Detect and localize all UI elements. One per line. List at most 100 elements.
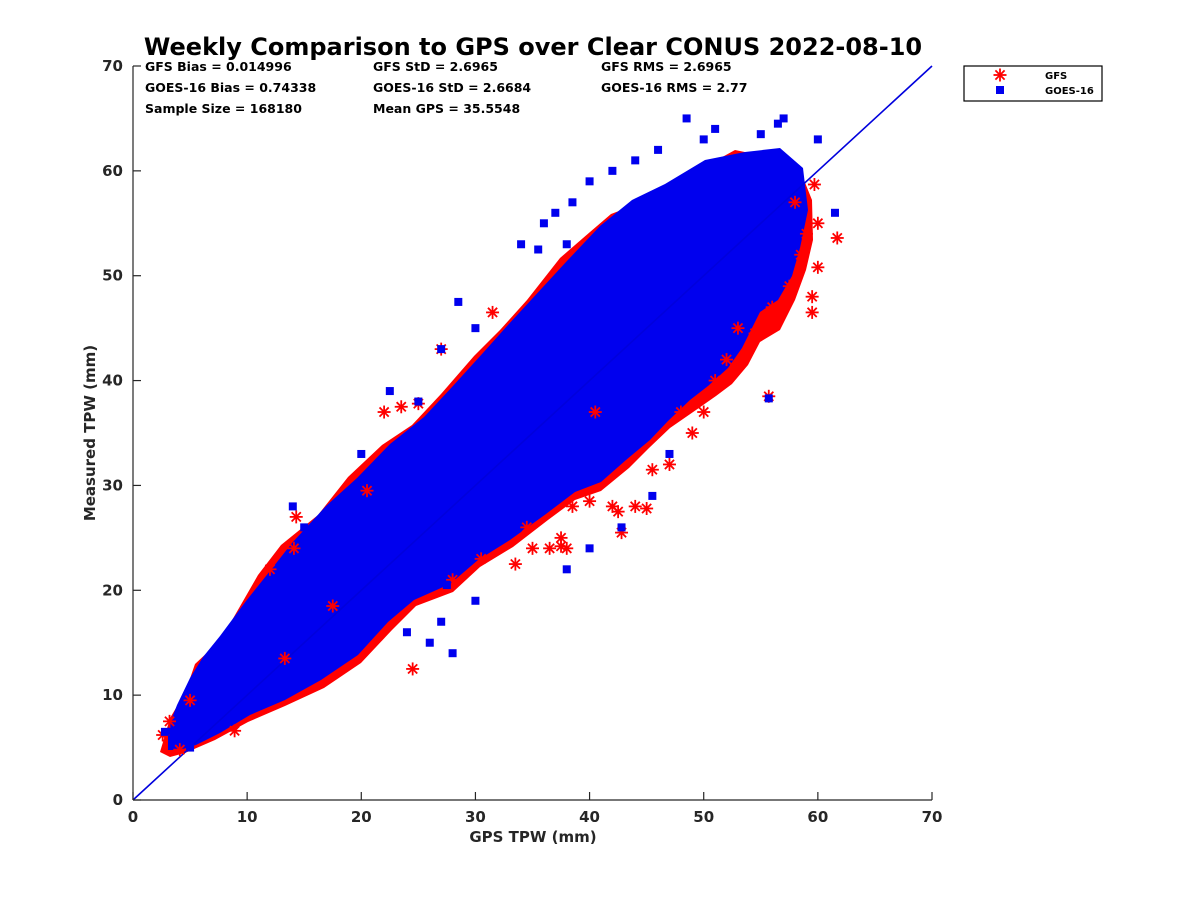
goes-point bbox=[699, 135, 708, 144]
gfs-point bbox=[377, 405, 391, 419]
gfs-point bbox=[805, 305, 819, 319]
gfs-point bbox=[697, 405, 711, 419]
gfs-point bbox=[611, 505, 625, 519]
gfs-point bbox=[486, 305, 500, 319]
gfs-point bbox=[474, 552, 488, 566]
x-tick-label: 50 bbox=[693, 808, 714, 826]
gfs-point bbox=[588, 405, 602, 419]
goes-point bbox=[665, 449, 674, 458]
gfs-point bbox=[406, 662, 420, 676]
one-to-one-reference-line bbox=[132, 65, 933, 801]
gfs-point bbox=[805, 290, 819, 304]
stats-annotation: GFS Bias = 0.014996 GFS StD = 2.6965 GFS… bbox=[145, 59, 747, 116]
gfs-point bbox=[811, 216, 825, 230]
x-tick-label: 10 bbox=[237, 808, 258, 826]
axes bbox=[132, 66, 932, 801]
gfs-point bbox=[326, 599, 340, 613]
x-tick-label: 20 bbox=[351, 808, 372, 826]
goes-point bbox=[764, 394, 773, 403]
legend-gfs-label: GFS bbox=[1045, 71, 1067, 82]
goes-point bbox=[711, 124, 720, 133]
goes-point bbox=[585, 544, 594, 553]
gfs-point bbox=[662, 457, 676, 471]
x-tick-label: 30 bbox=[465, 808, 486, 826]
gfs-point bbox=[674, 405, 688, 419]
goes-point bbox=[385, 387, 394, 396]
gfs-point bbox=[748, 326, 762, 340]
goes-point bbox=[534, 245, 543, 254]
gfs-point bbox=[811, 260, 825, 274]
gfs-point bbox=[765, 300, 779, 314]
gfs-point bbox=[263, 562, 277, 576]
stat-goes-rms: GOES-16 RMS = 2.77 bbox=[601, 80, 747, 95]
gfs-point bbox=[163, 714, 177, 728]
y-tick-label: 20 bbox=[102, 581, 123, 599]
goes-point bbox=[773, 119, 782, 128]
goes-point bbox=[617, 523, 626, 532]
y-tick-label: 70 bbox=[102, 57, 123, 75]
gfs-point bbox=[287, 541, 301, 555]
stat-mean-gps: Mean GPS = 35.5548 bbox=[373, 101, 520, 116]
gfs-point bbox=[520, 520, 534, 534]
gfs-point bbox=[731, 321, 745, 335]
legend-box bbox=[963, 65, 1103, 102]
goes-point bbox=[756, 130, 765, 139]
stat-gfs-bias: GFS Bias = 0.014996 bbox=[145, 59, 292, 74]
goes-point bbox=[357, 449, 366, 458]
gfs-point bbox=[560, 541, 574, 555]
gfs-point bbox=[565, 499, 579, 513]
goes-point bbox=[442, 581, 451, 590]
x-tick-label: 40 bbox=[579, 808, 600, 826]
gfs-point bbox=[554, 531, 568, 545]
gfs-point bbox=[173, 743, 187, 757]
y-axis-label: Measured TPW (mm) bbox=[81, 345, 99, 521]
gfs-point bbox=[360, 484, 374, 498]
gfs-point bbox=[645, 463, 659, 477]
x-tick-label: 0 bbox=[128, 808, 138, 826]
goes-point bbox=[265, 586, 274, 595]
x-axis-label: GPS TPW (mm) bbox=[469, 828, 596, 846]
gfs-point bbox=[526, 541, 539, 555]
goes-point bbox=[494, 366, 503, 375]
goes-point bbox=[391, 449, 400, 458]
stat-sample-size: Sample Size = 168180 bbox=[145, 101, 302, 116]
goes-point bbox=[231, 622, 240, 631]
goes-point bbox=[300, 523, 309, 532]
y-tick-label: 50 bbox=[102, 267, 123, 285]
gfs-point bbox=[782, 279, 796, 293]
stat-gfs-rms: GFS RMS = 2.6965 bbox=[601, 59, 732, 74]
goes-point bbox=[160, 727, 169, 736]
goes-point bbox=[585, 177, 594, 186]
gfs-point bbox=[830, 231, 844, 245]
goes-point bbox=[425, 638, 434, 647]
goes-point bbox=[539, 219, 548, 228]
stat-goes-bias: GOES-16 Bias = 0.74338 bbox=[145, 80, 316, 95]
y-ticks: 0 10 20 30 40 50 60 70 bbox=[102, 57, 141, 809]
goes-point bbox=[465, 465, 474, 474]
gfs-point bbox=[685, 426, 699, 440]
x-tick-label: 60 bbox=[807, 808, 828, 826]
x-ticks: 0 10 20 30 40 50 60 70 bbox=[128, 792, 942, 826]
gfs-point bbox=[183, 693, 197, 707]
goes-point bbox=[568, 198, 577, 207]
goes-point bbox=[562, 240, 571, 249]
legend-goes-marker bbox=[996, 86, 1004, 94]
goes-point bbox=[186, 743, 195, 752]
gfs-point bbox=[228, 724, 242, 738]
gfs-point bbox=[640, 501, 654, 515]
gfs-point bbox=[794, 248, 808, 262]
goes-series-markers bbox=[160, 114, 839, 752]
chart-title: Weekly Comparison to GPS over Clear CONU… bbox=[144, 33, 922, 61]
goes-point bbox=[402, 628, 411, 637]
gfs-point bbox=[807, 177, 821, 191]
gfs-point bbox=[583, 494, 597, 508]
goes-point bbox=[534, 491, 543, 500]
gfs-point bbox=[788, 195, 802, 209]
goes-point bbox=[471, 324, 480, 333]
goes-point bbox=[682, 114, 691, 123]
goes-point bbox=[813, 135, 822, 144]
goes-density-cloud bbox=[168, 148, 808, 750]
gfs-point bbox=[799, 227, 813, 241]
goes-point bbox=[414, 397, 423, 406]
gfs-point bbox=[543, 541, 557, 555]
